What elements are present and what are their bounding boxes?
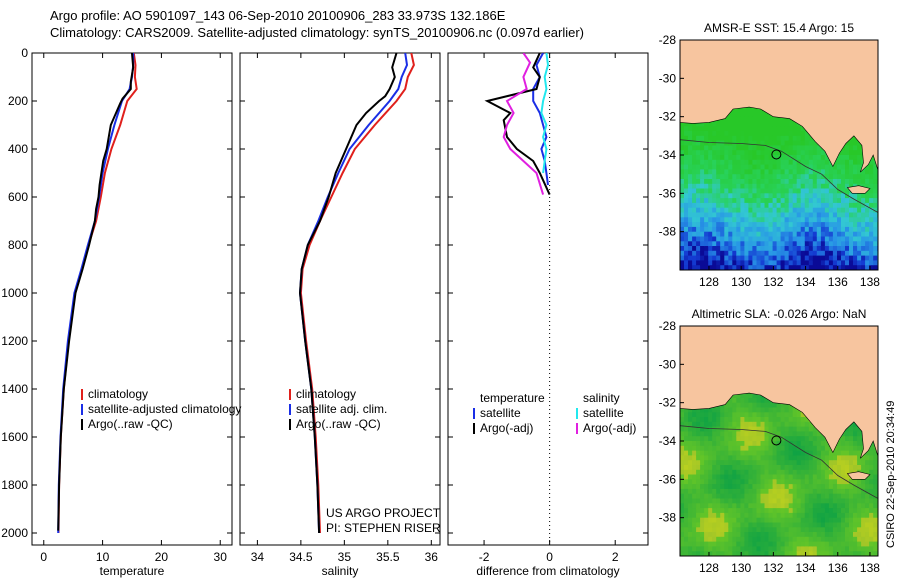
map-x-tick-label: 138 bbox=[860, 275, 880, 289]
x-tick-label: 36 bbox=[425, 550, 439, 564]
series-line-1 bbox=[484, 53, 551, 196]
y-tick-label: 2000 bbox=[1, 526, 28, 540]
x-tick-label: 34 bbox=[251, 550, 265, 564]
y-tick-label: 1800 bbox=[1, 478, 28, 492]
y-tick-label: 1200 bbox=[1, 334, 28, 348]
legend-label: Argo(-adj) bbox=[480, 421, 533, 435]
header-line-2: Climatology: CARS2009. Satellite-adjuste… bbox=[50, 25, 585, 40]
legend-label: Argo(-adj) bbox=[583, 421, 636, 435]
sst-map: AMSR-E SST: 15.4 Argo: 15 128 130 132 134 136… bbox=[659, 21, 881, 289]
project-annotation: PI: STEPHEN RISER bbox=[326, 521, 441, 535]
map-y-tick-label: -38 bbox=[659, 225, 677, 239]
y-tick-label: 200 bbox=[8, 94, 28, 108]
axes-box bbox=[31, 52, 233, 546]
x-axis-label: temperature bbox=[100, 564, 165, 578]
x-tick-label: 30 bbox=[214, 550, 228, 564]
y-tick-label: 800 bbox=[8, 238, 28, 252]
series-line-3 bbox=[502, 53, 545, 195]
map-x-tick-label: 136 bbox=[828, 561, 848, 575]
x-tick-label: 20 bbox=[155, 550, 169, 564]
axes-box bbox=[447, 52, 649, 546]
map-x-tick-label: 128 bbox=[699, 561, 719, 575]
y-tick-label: 400 bbox=[8, 142, 28, 156]
map-field bbox=[680, 326, 878, 556]
legend-label: climatology bbox=[296, 387, 356, 401]
map-x-tick-label: 130 bbox=[731, 561, 751, 575]
map-x-tick-label: 132 bbox=[763, 561, 783, 575]
legend-label: Argo(..raw -QC) bbox=[88, 417, 173, 431]
shelf-contour bbox=[680, 425, 878, 499]
x-tick-label: 0 bbox=[40, 550, 47, 564]
footer: CSIRO 22-Sep-2010 20:34:49 bbox=[885, 401, 897, 548]
y-tick-label: 0 bbox=[21, 46, 28, 60]
map-y-tick-label: -36 bbox=[659, 186, 677, 200]
map-title: AMSR-E SST: 15.4 Argo: 15 bbox=[704, 21, 854, 35]
legend-label: climatology bbox=[88, 387, 148, 401]
map-y-tick-label: -32 bbox=[659, 396, 677, 410]
x-tick-label: 34.5 bbox=[289, 550, 313, 564]
sla-map: Altimetric SLA: -0.026 Argo: NaN 128 130 13… bbox=[659, 307, 881, 575]
legend-group-title: temperature bbox=[480, 391, 545, 405]
series-line-1 bbox=[57, 53, 135, 534]
x-tick-label: 35 bbox=[338, 550, 352, 564]
map-y-tick-label: -30 bbox=[659, 357, 677, 371]
y-tick-label: 600 bbox=[8, 190, 28, 204]
header-line-1: Argo profile: AO 5901097_143 06-Sep-2010… bbox=[50, 8, 506, 23]
series-line-2 bbox=[57, 53, 135, 531]
land bbox=[680, 326, 878, 459]
y-tick-label: 1000 bbox=[1, 286, 28, 300]
salinity-panel: 34 34.5 35 35.5 36 salinity climatologysatelli… bbox=[239, 52, 441, 578]
legend-group-title: salinity bbox=[583, 391, 620, 405]
map-y-tick-label: -34 bbox=[659, 434, 677, 448]
map-y-tick-label: -34 bbox=[659, 148, 677, 162]
x-tick-label: 35.5 bbox=[376, 550, 400, 564]
shelf-contour bbox=[680, 139, 878, 213]
legend-label: satellite adj. clim. bbox=[296, 402, 387, 416]
map-x-tick-label: 138 bbox=[860, 561, 880, 575]
land bbox=[680, 40, 878, 173]
map-x-tick-label: 130 bbox=[731, 275, 751, 289]
map-y-tick-label: -28 bbox=[659, 33, 677, 47]
x-axis-label: salinity bbox=[322, 564, 359, 578]
x-tick-label: 2 bbox=[612, 550, 619, 564]
project-annotation: US ARGO PROJECT bbox=[326, 506, 441, 520]
island bbox=[846, 185, 871, 194]
map-y-tick-label: -28 bbox=[659, 319, 677, 333]
axes-box bbox=[239, 52, 441, 546]
y-tick-label: 1400 bbox=[1, 382, 28, 396]
series-line-2 bbox=[540, 53, 550, 174]
map-field bbox=[680, 40, 878, 270]
map-y-tick-label: -36 bbox=[659, 472, 677, 486]
series-line-0 bbox=[57, 53, 138, 534]
island bbox=[846, 471, 871, 480]
map-x-tick-label: 132 bbox=[763, 275, 783, 289]
x-axis-label: difference from climatology bbox=[476, 564, 619, 578]
series-line-2 bbox=[298, 53, 398, 534]
map-y-tick-label: -38 bbox=[659, 511, 677, 525]
y-tick-label: 1600 bbox=[1, 430, 28, 444]
x-tick-label: 0 bbox=[546, 550, 553, 564]
profile-location-marker bbox=[771, 435, 782, 446]
x-tick-label: -2 bbox=[479, 550, 490, 564]
map-y-tick-label: -30 bbox=[659, 71, 677, 85]
x-tick-label: 10 bbox=[96, 550, 110, 564]
map-x-tick-label: 128 bbox=[699, 275, 719, 289]
map-title: Altimetric SLA: -0.026 Argo: NaN bbox=[692, 307, 867, 321]
map-y-tick-label: -32 bbox=[659, 110, 677, 124]
temperature-panel: 0 10 20 30 temperature 0 200 400 600 800 1000 1200 1… bbox=[1, 46, 241, 578]
map-x-tick-label: 136 bbox=[828, 275, 848, 289]
legend-label: satellite bbox=[583, 406, 624, 420]
legend-label: Argo(..raw -QC) bbox=[296, 417, 381, 431]
map-x-tick-label: 134 bbox=[796, 275, 816, 289]
legend-label: satellite bbox=[480, 406, 521, 420]
profile-location-marker bbox=[771, 149, 782, 160]
footer-timestamp: CSIRO 22-Sep-2010 20:34:49 bbox=[885, 401, 897, 548]
legend-label: satellite-adjusted climatology bbox=[88, 402, 241, 416]
map-x-tick-label: 134 bbox=[796, 561, 816, 575]
